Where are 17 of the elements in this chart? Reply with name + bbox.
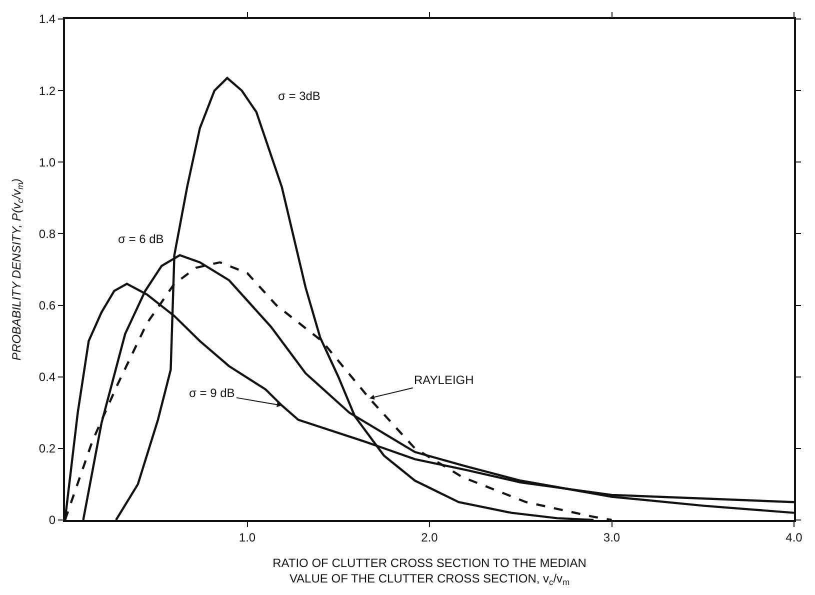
annotation: RAYLEIGH [414, 373, 474, 387]
y-tick-label: 1.0 [38, 155, 56, 170]
annotation: σ = 3dB [278, 89, 320, 103]
y-tick-label: 0 [48, 513, 56, 528]
x-tick-label: 2.0 [421, 530, 438, 544]
x-tick-label: 3.0 [603, 530, 620, 544]
annotation: σ = 6 dB [118, 232, 164, 246]
y-tick-label: 1.2 [38, 84, 56, 98]
y-tick-label: 0.2 [38, 442, 56, 456]
y-tick-label: 0.4 [38, 370, 56, 384]
y-tick-label: 0.8 [38, 226, 56, 241]
y-tick-label: 0.6 [38, 298, 56, 312]
x-tick-label: 4.0 [786, 530, 803, 544]
y-tick-label: 1.4 [38, 12, 56, 26]
x-axis-title: RATIO OF CLUTTER CROSS SECTION TO THE MEDIAN VALUE OF THE CLUTTER CROSS SECTION, v$_{c}$/v$_{m}$ [272, 556, 586, 587]
annotation: σ = 9 dB [189, 386, 235, 400]
x-tick-label: 1.0 [238, 530, 256, 544]
